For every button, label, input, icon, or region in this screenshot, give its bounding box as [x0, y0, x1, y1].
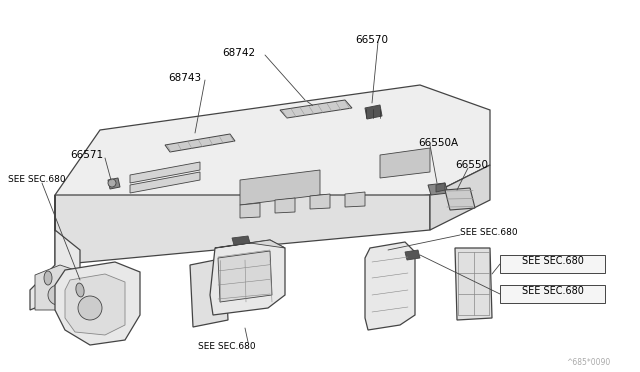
Text: SEE SEC.680: SEE SEC.680: [8, 175, 66, 184]
Polygon shape: [108, 178, 120, 189]
Text: 66550A: 66550A: [418, 138, 458, 148]
Ellipse shape: [44, 271, 52, 285]
Polygon shape: [55, 195, 430, 265]
Text: 68742: 68742: [222, 48, 255, 58]
Polygon shape: [275, 198, 295, 213]
Polygon shape: [165, 134, 235, 152]
Polygon shape: [436, 183, 445, 192]
Polygon shape: [380, 148, 430, 178]
Polygon shape: [240, 170, 320, 205]
Polygon shape: [455, 248, 492, 320]
Polygon shape: [240, 203, 260, 218]
Polygon shape: [130, 162, 200, 183]
Text: SEE SEC.680: SEE SEC.680: [460, 228, 518, 237]
Ellipse shape: [76, 283, 84, 297]
Text: 66571: 66571: [70, 150, 103, 160]
Polygon shape: [345, 192, 365, 207]
Text: 66570: 66570: [355, 35, 388, 45]
Text: 68743: 68743: [168, 73, 201, 83]
Polygon shape: [365, 105, 382, 119]
Circle shape: [108, 179, 116, 187]
Text: SEE SEC.680: SEE SEC.680: [522, 286, 584, 296]
Text: SEE SEC.680: SEE SEC.680: [198, 342, 255, 351]
Polygon shape: [445, 188, 475, 210]
Polygon shape: [65, 274, 125, 335]
Polygon shape: [428, 183, 448, 195]
Polygon shape: [55, 262, 140, 345]
Polygon shape: [280, 100, 352, 118]
Polygon shape: [215, 240, 285, 248]
Circle shape: [78, 296, 102, 320]
Polygon shape: [130, 172, 200, 193]
Text: ^685*0090: ^685*0090: [566, 358, 610, 367]
Circle shape: [48, 285, 68, 305]
Polygon shape: [405, 250, 420, 260]
Polygon shape: [55, 85, 490, 230]
Polygon shape: [232, 236, 250, 245]
Bar: [500, 285, 605, 303]
Bar: [500, 255, 605, 273]
Polygon shape: [310, 194, 330, 209]
Text: SEE SEC.680: SEE SEC.680: [522, 256, 584, 266]
Polygon shape: [430, 165, 490, 230]
Polygon shape: [365, 242, 415, 330]
Polygon shape: [30, 195, 80, 310]
Polygon shape: [190, 258, 228, 327]
Polygon shape: [210, 240, 285, 315]
Polygon shape: [35, 265, 75, 310]
Polygon shape: [218, 251, 272, 302]
Text: 66550: 66550: [455, 160, 488, 170]
